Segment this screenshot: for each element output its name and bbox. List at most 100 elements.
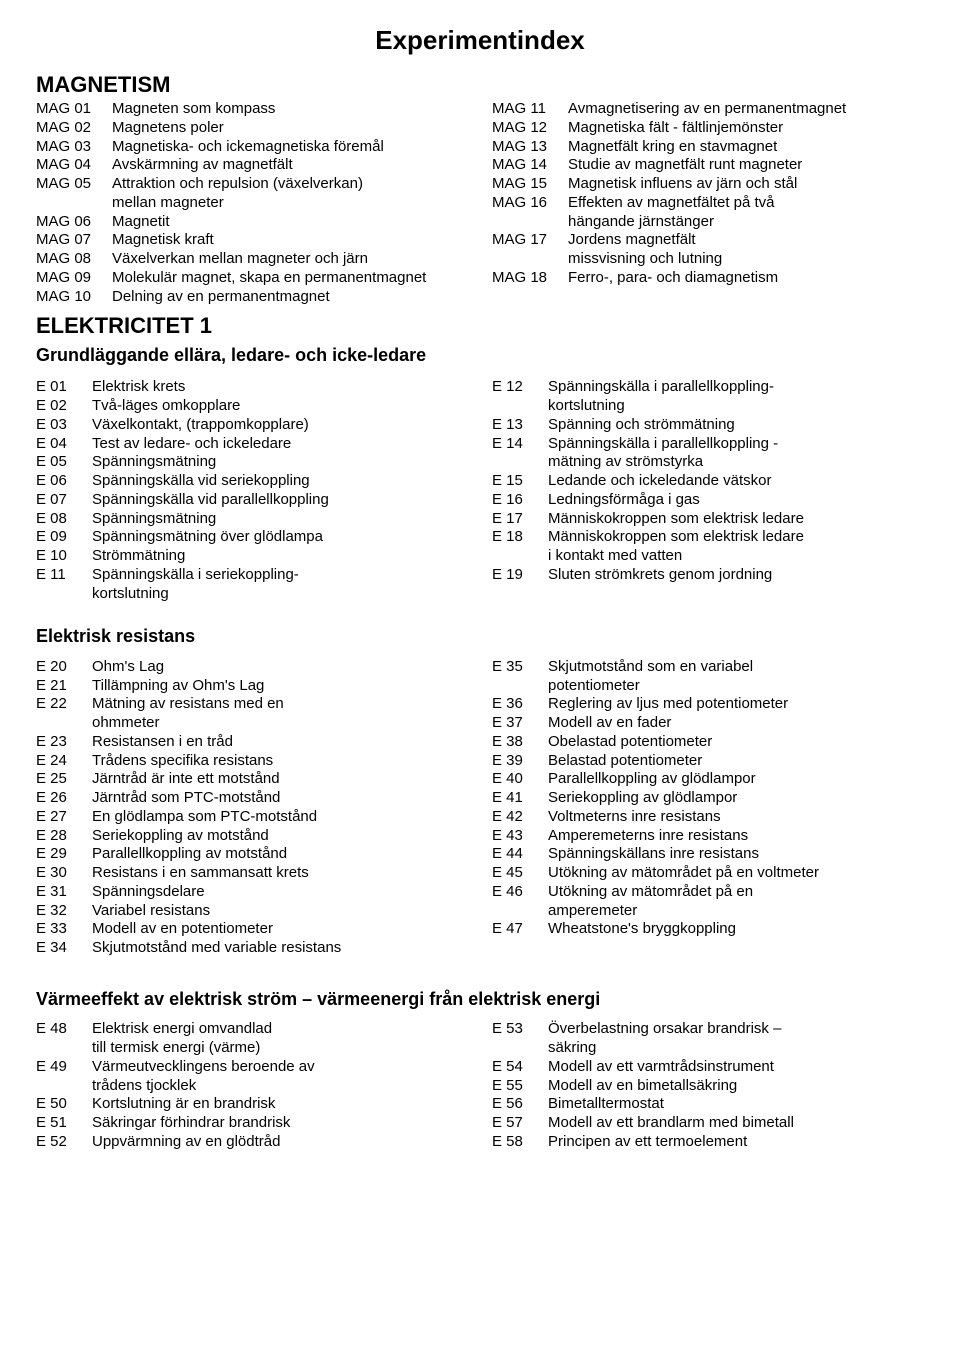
index-entry: E 45Utökning av mätområdet på en voltmet… [492, 864, 924, 883]
entry-label: Överbelastning orsakar brandrisk – [548, 1020, 924, 1039]
entry-label: Ledande och ickeledande vätskor [548, 472, 924, 491]
index-entry: E 42Voltmeterns inre resistans [492, 808, 924, 827]
entry-code: E 27 [36, 808, 82, 827]
entry-label: Avmagnetisering av en permanentmagnet [568, 100, 924, 119]
index-entry: E 07 Spänningskälla vid parallellkoppling [36, 491, 468, 510]
entry-label: Värmeutvecklingens beroende av [92, 1058, 468, 1077]
entry-code: MAG 13 [492, 138, 558, 157]
entry-code: E 30 [36, 864, 82, 883]
entry-code: MAG 11 [492, 100, 558, 119]
entry-label: Delning av en permanentmagnet [112, 288, 468, 307]
entry-code: E 42 [492, 808, 538, 827]
entry-code: E 25 [36, 770, 82, 789]
index-entry: E 24 Trådens specifika resistans [36, 752, 468, 771]
entry-code: E 10 [36, 547, 82, 566]
entry-code: E 52 [36, 1133, 82, 1152]
entry-label: Kortslutning är en brandrisk [92, 1095, 468, 1114]
entry-code: E 35 [492, 658, 538, 677]
entry-label: Utökning av mätområdet på en [548, 883, 924, 902]
index-entry: MAG 08Växelverkan mellan magneter och jä… [36, 250, 468, 269]
index-entry: MAG 14Studie av magnetfält runt magneter [492, 156, 924, 175]
index-entry: E 41Seriekoppling av glödlampor [492, 789, 924, 808]
entry-label: Avskärmning av magnetfält [112, 156, 468, 175]
index-entry: E 12Spänningskälla i parallellkoppling- [492, 378, 924, 397]
index-entry: E 55Modell av en bimetallsäkring [492, 1077, 924, 1096]
entry-label: Magnetiska- och ickemagnetiska föremål [112, 138, 468, 157]
entry-code: MAG 12 [492, 119, 558, 138]
entry-code: E 40 [492, 770, 538, 789]
entry-label: Parallellkoppling av motstånd [92, 845, 468, 864]
entry-label: Seriekoppling av motstånd [92, 827, 468, 846]
entry-code: E 23 [36, 733, 82, 752]
entry-code: E 54 [492, 1058, 538, 1077]
index-entry: E 02 Två-läges omkopplare [36, 397, 468, 416]
entry-code: MAG 01 [36, 100, 102, 119]
index-entry: E 09Spänningsmätning över glödlampa [36, 528, 468, 547]
entry-label: Principen av ett termoelement [548, 1133, 924, 1152]
entry-code: E 12 [492, 378, 538, 397]
entry-code: E 09 [36, 528, 82, 547]
index-entry: MAG 16 Effekten av magnetfältet på två [492, 194, 924, 213]
entry-label: Utökning av mätområdet på en voltmeter [548, 864, 924, 883]
entry-label: Spänningskälla i seriekoppling- [92, 566, 468, 585]
entry-label: Magnetens poler [112, 119, 468, 138]
resist-right-col: E 35Skjutmotstånd som en variabelpotenti… [492, 658, 924, 958]
index-entry: MAG 06Magnetit [36, 213, 468, 232]
entry-code: MAG 14 [492, 156, 558, 175]
entry-continuation: kortslutning [92, 585, 468, 604]
index-entry: E 31Spänningsdelare [36, 883, 468, 902]
entry-label: Attraktion och repulsion (växelverkan) [112, 175, 468, 194]
entry-continuation: missvisning och lutning [568, 250, 924, 269]
entry-label: Spänningskälla vid seriekoppling [92, 472, 468, 491]
entry-code: E 50 [36, 1095, 82, 1114]
entry-code: E 53 [492, 1020, 538, 1039]
entry-label: Spänningsmätning [92, 510, 468, 529]
entry-code: E 36 [492, 695, 538, 714]
entry-code: E 29 [36, 845, 82, 864]
entry-code: E 21 [36, 677, 82, 696]
index-entry: E 10Strömmätning [36, 547, 468, 566]
entry-label: Bimetalltermostat [548, 1095, 924, 1114]
index-entry: E 49 Värmeutvecklingens beroende av [36, 1058, 468, 1077]
entry-code: E 07 [36, 491, 82, 510]
magnetism-right-col: MAG 11 Avmagnetisering av en permanentmag… [492, 100, 924, 306]
entry-label: Elektrisk krets [92, 378, 468, 397]
entry-label: Järntråd som PTC-motstånd [92, 789, 468, 808]
entry-code: MAG 06 [36, 213, 102, 232]
entry-label: Spänningskälla vid parallellkoppling [92, 491, 468, 510]
entry-code: E 24 [36, 752, 82, 771]
index-entry: E 44Spänningskällans inre resistans [492, 845, 924, 864]
entry-label: Resistansen i en tråd [92, 733, 468, 752]
index-entry: E 57Modell av ett brandlarm med bimetall [492, 1114, 924, 1133]
entry-code: MAG 16 [492, 194, 558, 213]
entry-code: E 02 [36, 397, 82, 416]
index-entry: E 05Spänningsmätning [36, 453, 468, 472]
entry-label: Effekten av magnetfältet på två [568, 194, 924, 213]
index-entry: E 46Utökning av mätområdet på en [492, 883, 924, 902]
elek1-right-col: E 12Spänningskälla i parallellkoppling-k… [492, 378, 924, 603]
entry-label: Två-läges omkopplare [92, 397, 468, 416]
entry-label: Amperemeterns inre resistans [548, 827, 924, 846]
entry-code: E 34 [36, 939, 82, 958]
index-entry: E 04Test av ledare- och ickeledare [36, 435, 468, 454]
index-entry: MAG 05Attraktion och repulsion (växelver… [36, 175, 468, 194]
entry-label: Trådens specifika resistans [92, 752, 468, 771]
index-entry: E 21Tillämpning av Ohm's Lag [36, 677, 468, 696]
entry-continuation: ohmmeter [92, 714, 468, 733]
index-entry: E 51Säkringar förhindrar brandrisk [36, 1114, 468, 1133]
entry-code: E 49 [36, 1058, 82, 1077]
entry-code: E 58 [492, 1133, 538, 1152]
index-entry: MAG 11 Avmagnetisering av en permanentmag… [492, 100, 924, 119]
entry-label: En glödlampa som PTC-motstånd [92, 808, 468, 827]
entry-label: Jordens magnetfält [568, 231, 924, 250]
index-entry: E 27 En glödlampa som PTC-motstånd [36, 808, 468, 827]
index-entry: E 32Variabel resistans [36, 902, 468, 921]
index-entry: MAG 13Magnetfält kring en stavmagnet [492, 138, 924, 157]
index-entry: E 37Modell av en fader [492, 714, 924, 733]
index-entry: MAG 12Magnetiska fält - fältlinjemönster [492, 119, 924, 138]
entry-label: Växelkontakt, (trappomkopplare) [92, 416, 468, 435]
index-entry: E 50 Kortslutning är en brandrisk [36, 1095, 468, 1114]
index-entry: MAG 02Magnetens poler [36, 119, 468, 138]
index-entry: E 01Elektrisk krets [36, 378, 468, 397]
entry-code: E 43 [492, 827, 538, 846]
